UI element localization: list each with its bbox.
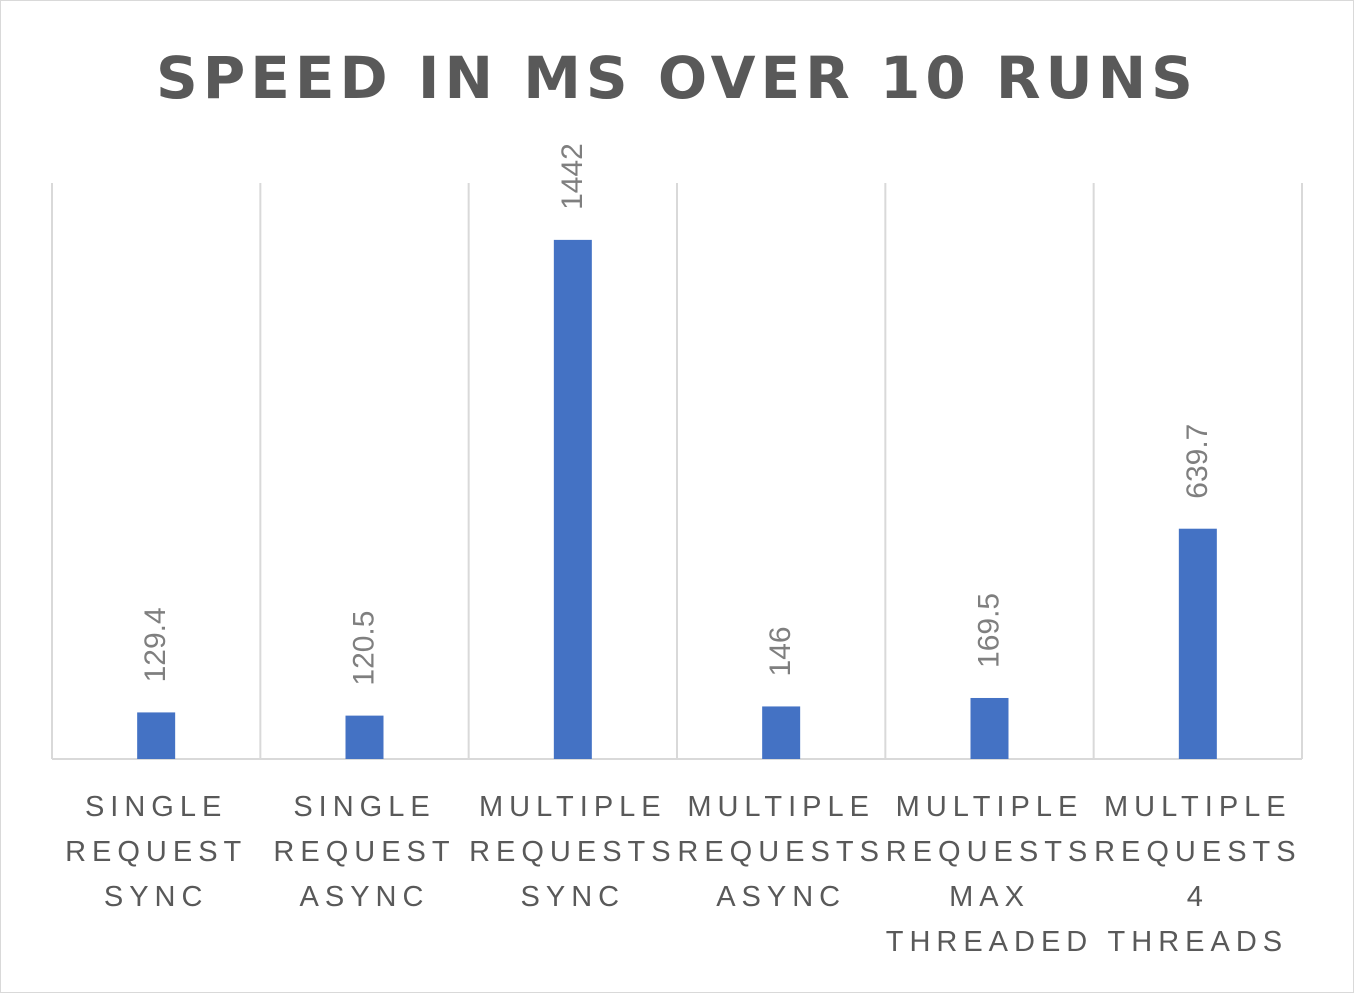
bar [762, 706, 801, 759]
category-label: ASYNC [716, 881, 846, 913]
category-label: THREADS [1108, 926, 1289, 958]
category-label: MULTIPLE [479, 791, 667, 823]
category-label: REQUESTS [886, 836, 1094, 868]
category-label: MAX [949, 881, 1030, 913]
data-label: 1442 [556, 143, 589, 210]
category-label: REQUESTS [469, 836, 677, 868]
category-label: MULTIPLE [896, 791, 1084, 823]
category-label: REQUEST [65, 836, 247, 868]
data-label: 169.5 [973, 593, 1006, 668]
category-label: ASYNC [300, 881, 430, 913]
category-label: SINGLE [85, 791, 227, 823]
category-label: SYNC [104, 881, 209, 913]
category-label: THREADED [886, 926, 1094, 958]
category-label: REQUESTS [1094, 836, 1302, 868]
category-label: 4 [1187, 881, 1209, 913]
data-label: 639.7 [1181, 424, 1214, 499]
category-label: REQUESTS [677, 836, 885, 868]
bar [553, 239, 592, 759]
bar [1178, 528, 1217, 759]
bar [970, 697, 1009, 759]
bar [137, 712, 176, 759]
category-label: MULTIPLE [687, 791, 875, 823]
bar [345, 715, 384, 759]
category-label: SINGLE [293, 791, 435, 823]
data-label: 146 [764, 626, 797, 676]
category-label: MULTIPLE [1104, 791, 1292, 823]
data-label: 120.5 [348, 611, 381, 686]
category-label: SYNC [521, 881, 626, 913]
chart-title: SPEED IN MS OVER 10 RUNS [156, 44, 1198, 112]
data-label: 129.4 [139, 607, 172, 682]
category-label: REQUEST [273, 836, 455, 868]
